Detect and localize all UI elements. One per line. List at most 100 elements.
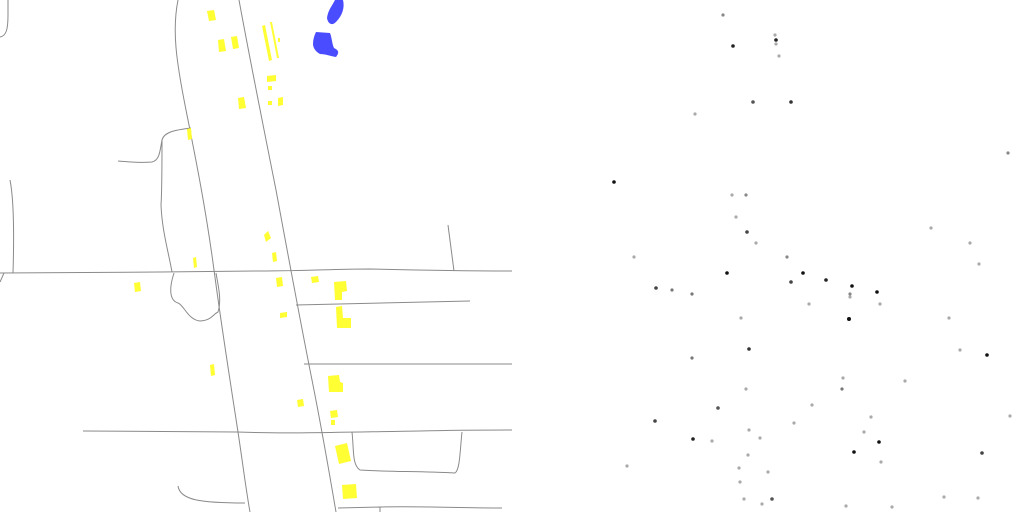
building bbox=[280, 312, 287, 318]
road bbox=[0, 272, 5, 283]
point bbox=[875, 290, 879, 294]
point bbox=[869, 415, 873, 419]
point bbox=[774, 42, 778, 46]
building bbox=[134, 282, 141, 292]
point bbox=[807, 302, 811, 306]
points-layer bbox=[612, 13, 1012, 509]
point bbox=[810, 403, 814, 407]
water-layer bbox=[313, 0, 344, 57]
road bbox=[351, 431, 463, 474]
point bbox=[747, 347, 751, 351]
point bbox=[879, 460, 883, 464]
point bbox=[731, 44, 735, 48]
point bbox=[739, 316, 743, 320]
point bbox=[751, 100, 755, 104]
road bbox=[9, 179, 15, 274]
point bbox=[738, 480, 742, 484]
point bbox=[850, 284, 854, 288]
road-map-panel bbox=[0, 0, 512, 512]
point bbox=[760, 502, 764, 506]
road bbox=[160, 139, 173, 273]
water-body bbox=[327, 0, 344, 25]
road bbox=[177, 485, 246, 504]
building bbox=[278, 97, 283, 106]
building bbox=[270, 22, 279, 58]
point bbox=[693, 112, 697, 116]
point bbox=[742, 497, 746, 501]
point bbox=[785, 255, 789, 259]
point bbox=[789, 280, 793, 284]
building bbox=[207, 10, 216, 21]
point bbox=[770, 497, 774, 501]
point-scatter bbox=[512, 0, 1024, 512]
point bbox=[890, 505, 894, 509]
point bbox=[632, 255, 636, 259]
point-density-panel bbox=[512, 0, 1024, 512]
point bbox=[691, 437, 695, 441]
building bbox=[268, 86, 272, 90]
point bbox=[773, 33, 777, 37]
building bbox=[297, 399, 304, 407]
point bbox=[734, 215, 738, 219]
building bbox=[268, 101, 272, 105]
point bbox=[958, 348, 962, 352]
point bbox=[710, 439, 714, 443]
point bbox=[1006, 151, 1010, 155]
point bbox=[789, 100, 793, 104]
building bbox=[334, 281, 347, 300]
point bbox=[848, 295, 852, 299]
point bbox=[929, 226, 933, 230]
building bbox=[272, 252, 277, 262]
building bbox=[276, 277, 283, 287]
road bbox=[117, 127, 192, 163]
building bbox=[262, 25, 272, 61]
point bbox=[774, 38, 778, 42]
point bbox=[985, 353, 989, 357]
point bbox=[625, 464, 629, 468]
point bbox=[725, 271, 729, 275]
point bbox=[968, 241, 972, 245]
point bbox=[852, 450, 856, 454]
point bbox=[758, 436, 762, 440]
building bbox=[210, 364, 215, 376]
point bbox=[654, 286, 658, 290]
point bbox=[801, 271, 805, 275]
building bbox=[187, 128, 192, 140]
building bbox=[267, 75, 276, 82]
point bbox=[903, 379, 907, 383]
point bbox=[877, 440, 881, 444]
building bbox=[342, 484, 357, 499]
point bbox=[653, 419, 657, 423]
point bbox=[878, 302, 882, 306]
roads-layer bbox=[0, 0, 512, 512]
road bbox=[379, 506, 503, 509]
road-map bbox=[0, 0, 512, 512]
building bbox=[331, 420, 335, 425]
point bbox=[840, 387, 844, 391]
road bbox=[0, 0, 9, 38]
point bbox=[744, 193, 748, 197]
building bbox=[218, 39, 226, 52]
point bbox=[824, 278, 828, 282]
point bbox=[746, 453, 750, 457]
point bbox=[744, 387, 748, 391]
point bbox=[612, 180, 616, 184]
buildings-layer bbox=[134, 10, 357, 499]
building bbox=[278, 38, 280, 42]
building bbox=[264, 231, 271, 242]
point bbox=[716, 406, 720, 410]
point bbox=[1008, 414, 1012, 418]
point bbox=[977, 262, 981, 266]
point bbox=[690, 292, 694, 296]
point bbox=[730, 193, 734, 197]
building bbox=[336, 306, 351, 328]
point bbox=[745, 230, 749, 234]
point bbox=[942, 495, 946, 499]
point bbox=[766, 470, 770, 474]
point bbox=[947, 316, 951, 320]
point bbox=[754, 241, 758, 245]
building bbox=[330, 410, 338, 418]
point bbox=[690, 356, 694, 360]
map-background bbox=[0, 0, 512, 512]
point bbox=[976, 496, 980, 500]
